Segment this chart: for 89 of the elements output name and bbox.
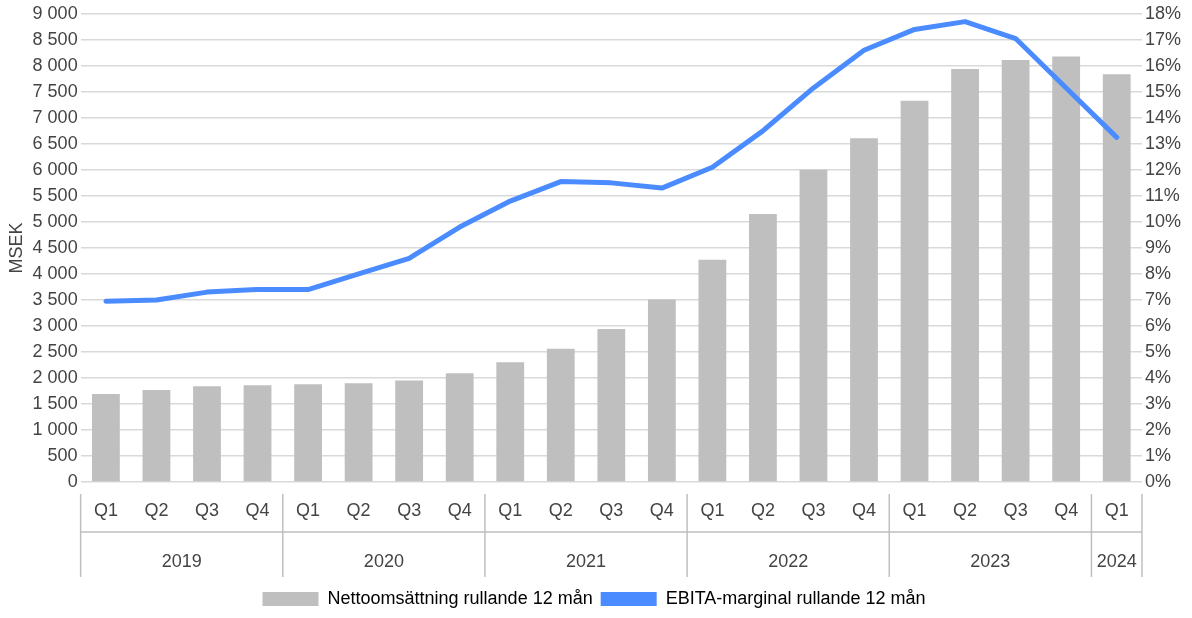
x-tick-label: Q1	[902, 499, 927, 520]
legend-label: EBITA-marginal rullande 12 mån	[665, 587, 926, 608]
legend-label: Nettoomsättning rullande 12 mån	[327, 587, 593, 608]
y2-tick-label: 9%	[1144, 236, 1171, 257]
y-tick-label: 5 000	[32, 210, 78, 231]
y-tick-label: 2 500	[32, 340, 78, 361]
y2-tick-label: 14%	[1144, 106, 1181, 127]
text: 2023	[970, 550, 1011, 571]
x-tick-label: Q3	[194, 499, 219, 520]
y2-tick-label: 1%	[1144, 444, 1171, 465]
y-tick-label: 7 500	[32, 80, 78, 101]
x-tick-label: Q3	[397, 499, 422, 520]
y2-tick-label: 16%	[1144, 54, 1181, 75]
text: 2022	[768, 550, 809, 571]
y-tick-label: 3 000	[32, 314, 78, 335]
x-tick-label: Q1	[498, 499, 523, 520]
x-tick-label: Q4	[245, 499, 270, 520]
x-tick-label: Q1	[1104, 499, 1129, 520]
y-tick-label: 8 500	[32, 28, 78, 49]
y2-tick-label: 7%	[1144, 288, 1171, 309]
y-tick-label: 8 000	[32, 54, 78, 75]
bar	[698, 259, 727, 482]
y2-tick-label: 2%	[1144, 418, 1171, 439]
bar	[142, 389, 171, 482]
bar	[597, 329, 626, 482]
x-tick-label: Q3	[1003, 499, 1028, 520]
text: 2024	[1096, 550, 1137, 571]
bar	[546, 348, 575, 482]
x-tick-label: Q2	[144, 499, 169, 520]
y2-tick-label: 3%	[1144, 392, 1171, 413]
y-tick-label: 4 000	[32, 262, 78, 283]
y2-tick-label: 5%	[1144, 340, 1171, 361]
y2-tick-label: 6%	[1144, 314, 1171, 335]
y-axis-title: MSEK	[5, 222, 26, 274]
y-tick-label: 1 000	[32, 418, 78, 439]
x-tick-label: Q4	[447, 499, 472, 520]
y-tick-label: 1 500	[32, 392, 78, 413]
bar	[1102, 74, 1131, 482]
x-tick-label: Q2	[548, 499, 573, 520]
x-tick-label: Q2	[750, 499, 775, 520]
bar	[445, 373, 474, 482]
y2-tick-label: 18%	[1144, 2, 1181, 23]
bar	[1052, 56, 1081, 482]
x-tick-label: Q2	[346, 499, 371, 520]
y2-tick-label: 11%	[1144, 184, 1180, 205]
y-tick-label: 3 500	[32, 288, 78, 309]
x-tick-label: Q3	[599, 499, 624, 520]
y-tick-label: 500	[47, 444, 78, 465]
y2-tick-label: 12%	[1144, 158, 1181, 179]
bar	[243, 385, 272, 482]
bar	[647, 299, 676, 482]
bar	[395, 380, 424, 482]
x-tick-label: Q4	[649, 499, 674, 520]
y-tick-label: 9 000	[32, 2, 78, 23]
y2-tick-label: 4%	[1144, 366, 1171, 387]
bar	[799, 169, 828, 482]
y-tick-label: 6 000	[32, 158, 78, 179]
bar	[951, 68, 979, 482]
y2-tick-label: 13%	[1144, 132, 1181, 153]
text: 2020	[363, 550, 404, 571]
bar	[850, 138, 878, 482]
y2-tick-label: 17%	[1144, 28, 1181, 49]
y-tick-label: 4 500	[32, 236, 78, 257]
x-tick-label: Q1	[93, 499, 118, 520]
y2-tick-label: 10%	[1144, 210, 1181, 231]
bar	[1001, 60, 1030, 482]
y-tick-label: 6 500	[32, 132, 78, 153]
bar	[294, 384, 322, 482]
bar	[193, 386, 221, 482]
x-tick-label: Q4	[1054, 499, 1079, 520]
y-tick-label: 0	[67, 470, 78, 491]
x-tick-label: Q1	[296, 499, 321, 520]
x-tick-label: Q1	[700, 499, 725, 520]
y-tick-label: 2 000	[32, 366, 78, 387]
bar	[92, 394, 120, 482]
x-tick-label: Q3	[801, 499, 826, 520]
bar	[749, 214, 777, 482]
text: 2021	[566, 550, 607, 571]
x-tick-label: Q4	[852, 499, 877, 520]
bar	[496, 362, 525, 482]
bar	[344, 383, 373, 482]
bar	[900, 100, 929, 482]
y-tick-label: 5 500	[32, 184, 78, 205]
y2-tick-label: 15%	[1144, 80, 1181, 101]
y-tick-label: 7 000	[32, 106, 78, 127]
x-tick-label: Q2	[953, 499, 978, 520]
y2-tick-label: 8%	[1144, 262, 1171, 283]
y2-tick-label: 0%	[1144, 470, 1171, 491]
text: 2019	[161, 550, 202, 571]
